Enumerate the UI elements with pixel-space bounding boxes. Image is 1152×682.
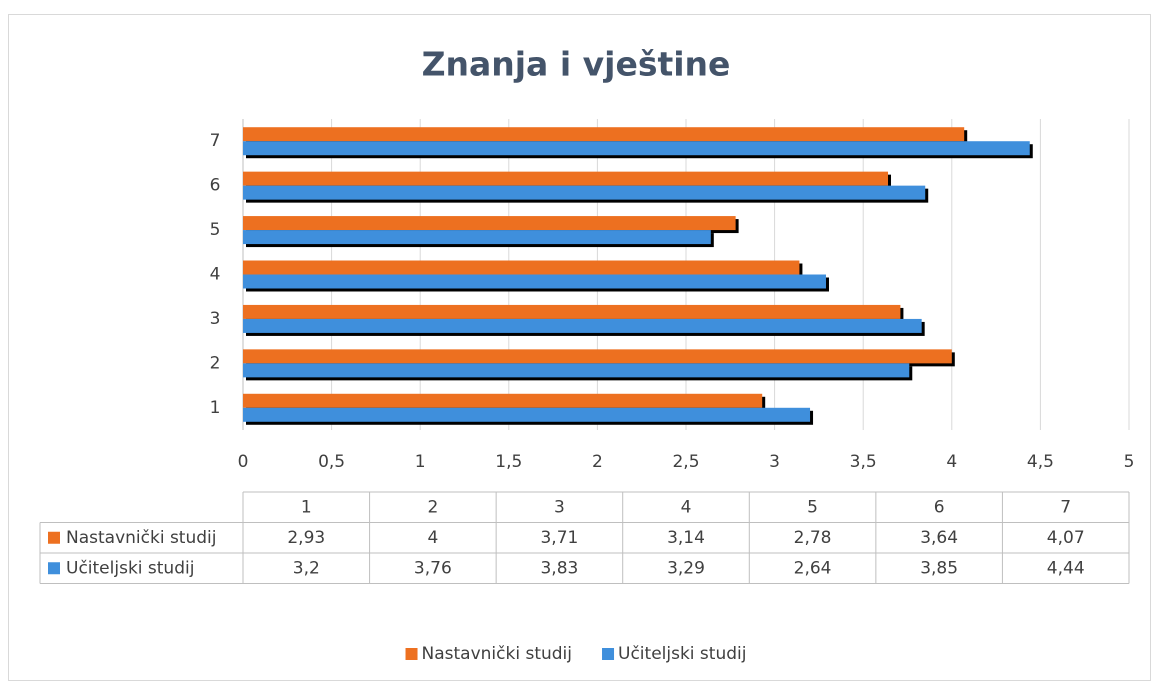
bar [243, 304, 901, 319]
bar [243, 141, 1030, 156]
bar [243, 318, 922, 333]
table-header: 4 [681, 497, 692, 517]
table-legend-key [48, 531, 60, 544]
y-tick-label: 2 [210, 353, 221, 373]
table-row-header: Nastavnički studij [66, 528, 217, 548]
bar [243, 127, 965, 142]
table-cell: 2,64 [794, 558, 832, 578]
x-tick-label: 3 [769, 452, 780, 472]
table-cell: 3,2 [293, 558, 320, 578]
table-header: 1 [301, 497, 312, 517]
table-cell: 2,93 [287, 528, 325, 548]
x-tick-label: 5 [1124, 452, 1135, 472]
table-cell: 3,29 [667, 558, 705, 578]
x-tick-label: 4 [946, 452, 957, 472]
table-cell: 3,64 [920, 528, 958, 548]
x-tick-label: 1,5 [495, 452, 522, 472]
y-tick-label: 4 [210, 265, 221, 285]
x-tick-label: 3,5 [850, 452, 877, 472]
table-cell: 4,44 [1047, 558, 1085, 578]
table-header: 2 [427, 497, 438, 517]
x-tick-label: 2 [592, 452, 603, 472]
table-cell: 3,14 [667, 528, 705, 548]
table-cell: 2,78 [794, 528, 832, 548]
y-tick-label: 1 [210, 398, 221, 418]
y-tick-label: 5 [210, 220, 221, 240]
x-tick-label: 0,5 [318, 452, 345, 472]
table-header: 7 [1060, 497, 1071, 517]
table-cell: 3,85 [920, 558, 958, 578]
chart-border [8, 14, 1151, 681]
table-header: 6 [934, 497, 945, 517]
table-cell: 3,83 [540, 558, 578, 578]
table-cell: 4 [427, 528, 438, 548]
bar [243, 407, 811, 422]
table-cell: 4,07 [1047, 528, 1085, 548]
legend-key [602, 648, 615, 660]
table-row-header: Učiteljski studij [66, 558, 194, 578]
bar [243, 230, 711, 245]
legend-key [405, 648, 418, 660]
bar [243, 393, 763, 408]
table-legend-key [48, 562, 60, 575]
bar [243, 171, 889, 186]
y-tick-label: 7 [210, 131, 221, 151]
x-tick-label: 4,5 [1027, 452, 1054, 472]
bar [243, 363, 910, 378]
bar [243, 274, 826, 289]
x-tick-label: 1 [415, 452, 426, 472]
table-cell: 3,71 [540, 528, 578, 548]
table-header: 5 [807, 497, 818, 517]
legend-label: Učiteljski studij [618, 644, 746, 664]
x-tick-label: 2,5 [672, 452, 699, 472]
bar [243, 216, 736, 231]
table-header: 3 [554, 497, 565, 517]
table-cell: 3,76 [414, 558, 452, 578]
chart-title: Znanja i vještine [422, 45, 731, 84]
y-tick-label: 6 [210, 176, 221, 196]
x-tick-label: 0 [238, 452, 249, 472]
bar [243, 349, 952, 364]
y-tick-label: 3 [210, 309, 221, 329]
bar [243, 185, 926, 200]
bar [243, 260, 800, 275]
legend-label: Nastavnički studij [422, 644, 573, 664]
